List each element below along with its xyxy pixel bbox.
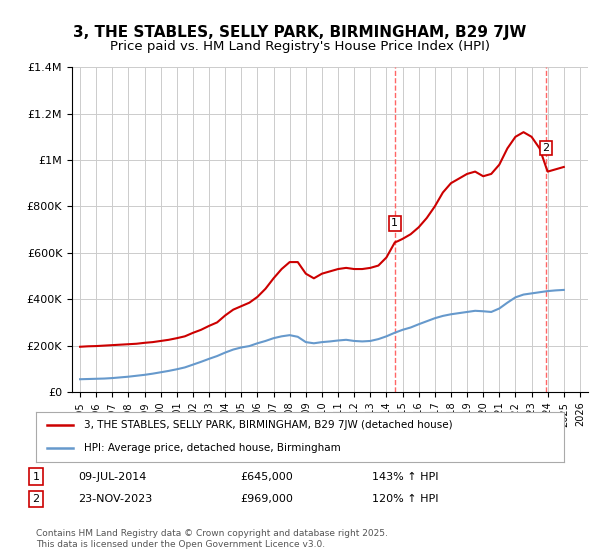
Text: 3, THE STABLES, SELLY PARK, BIRMINGHAM, B29 7JW (detached house): 3, THE STABLES, SELLY PARK, BIRMINGHAM, …	[83, 420, 452, 430]
Text: £645,000: £645,000	[240, 472, 293, 482]
Text: HPI: Average price, detached house, Birmingham: HPI: Average price, detached house, Birm…	[83, 444, 340, 454]
Text: 143% ↑ HPI: 143% ↑ HPI	[372, 472, 439, 482]
Text: 120% ↑ HPI: 120% ↑ HPI	[372, 494, 439, 504]
Text: 09-JUL-2014: 09-JUL-2014	[78, 472, 146, 482]
Text: Contains HM Land Registry data © Crown copyright and database right 2025.
This d: Contains HM Land Registry data © Crown c…	[36, 529, 388, 549]
Text: 2: 2	[542, 143, 550, 153]
Text: 3, THE STABLES, SELLY PARK, BIRMINGHAM, B29 7JW: 3, THE STABLES, SELLY PARK, BIRMINGHAM, …	[73, 25, 527, 40]
Text: 2: 2	[32, 494, 40, 504]
Text: 1: 1	[391, 218, 398, 228]
Text: Price paid vs. HM Land Registry's House Price Index (HPI): Price paid vs. HM Land Registry's House …	[110, 40, 490, 53]
Text: 1: 1	[32, 472, 40, 482]
Text: 23-NOV-2023: 23-NOV-2023	[78, 494, 152, 504]
Text: £969,000: £969,000	[240, 494, 293, 504]
